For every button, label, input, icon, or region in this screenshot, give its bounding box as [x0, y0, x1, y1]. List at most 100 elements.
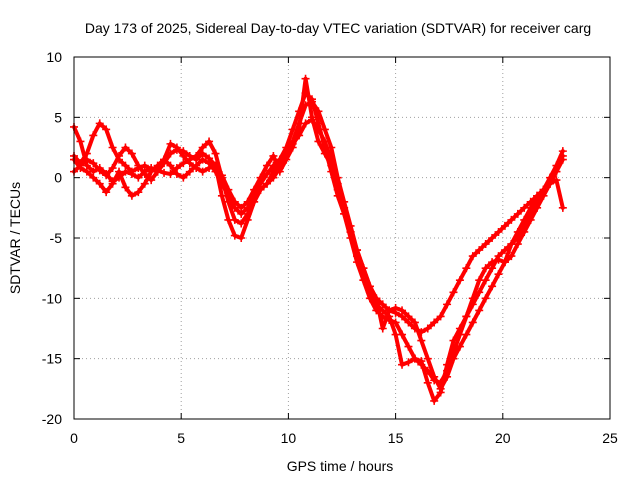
- data-point: [552, 161, 561, 170]
- data-point: [314, 137, 323, 146]
- data-point: [76, 137, 85, 146]
- data-point: [115, 151, 124, 160]
- data-point: [237, 234, 246, 242]
- data-point: [481, 264, 490, 273]
- data-point: [172, 143, 181, 152]
- data-point: [166, 139, 175, 148]
- y-axis-label: SDTVAR / TECUs: [7, 182, 23, 294]
- data-point: [468, 294, 477, 303]
- data-point: [179, 151, 188, 160]
- data-point: [224, 185, 233, 194]
- data-point: [507, 215, 516, 224]
- data-point: [134, 173, 143, 182]
- data-point: [230, 197, 239, 206]
- data-point: [449, 288, 458, 297]
- data-point: [378, 306, 387, 315]
- x-tick-label: 10: [281, 430, 297, 446]
- data-point: [462, 264, 471, 273]
- x-tick-label: 5: [177, 430, 185, 446]
- data-point: [160, 168, 169, 177]
- chart-title: Day 173 of 2025, Sidereal Day-to-day VTE…: [85, 20, 591, 36]
- data-point: [539, 185, 548, 194]
- data-point: [198, 143, 207, 152]
- data-point: [462, 312, 471, 321]
- data-point: [500, 221, 509, 230]
- data-point: [494, 227, 503, 236]
- data-point: [205, 137, 214, 146]
- data-point: [230, 231, 239, 240]
- data-point: [127, 191, 136, 200]
- data-point: [166, 161, 175, 170]
- data-point: [140, 179, 149, 188]
- x-tick-label: 25: [602, 430, 618, 446]
- data-point: [230, 215, 239, 224]
- data-point: [340, 209, 349, 218]
- data-point: [250, 185, 259, 194]
- data-point: [205, 164, 214, 173]
- data-point: [417, 336, 426, 345]
- data-point: [552, 176, 561, 185]
- data-point: [269, 173, 278, 182]
- data-point: [134, 188, 143, 197]
- data-point: [256, 173, 265, 182]
- y-tick-label: 0: [54, 170, 62, 186]
- data-point: [443, 360, 452, 369]
- data-point: [282, 155, 291, 164]
- data-point: [108, 179, 117, 188]
- data-point: [436, 312, 445, 321]
- data-point: [417, 357, 426, 366]
- data-point: [262, 161, 271, 170]
- data-point: [507, 240, 516, 249]
- data-point: [192, 151, 201, 160]
- data-point: [243, 197, 252, 206]
- x-tick-label: 0: [70, 430, 78, 446]
- data-point: [95, 119, 104, 128]
- data-point: [301, 119, 310, 128]
- data-point: [385, 312, 394, 321]
- data-point: [95, 166, 104, 175]
- data-point: [443, 300, 452, 309]
- data-point: [198, 167, 207, 176]
- data-point: [185, 167, 194, 176]
- data-point: [488, 258, 497, 267]
- data-point: [295, 125, 304, 134]
- y-tick-label: -10: [42, 290, 62, 306]
- data-point: [269, 151, 278, 160]
- data-point: [102, 188, 111, 197]
- axis-ticks: 0 5 10 15 20 25 -20 -15 -10 -5 0 5 10: [42, 49, 618, 446]
- data-point: [179, 173, 188, 182]
- y-tick-label: -20: [42, 411, 62, 427]
- data-point: [475, 306, 484, 315]
- data-point: [468, 318, 477, 327]
- data-point: [172, 170, 181, 179]
- data-point: [545, 179, 554, 188]
- data-point: [121, 183, 130, 192]
- y-tick-label: 10: [46, 49, 62, 65]
- x-axis-label: GPS time / hours: [287, 458, 394, 474]
- data-point: [275, 167, 284, 176]
- data-point: [404, 358, 413, 367]
- data-point: [398, 360, 407, 369]
- data-point: [423, 378, 432, 387]
- data-series: [70, 74, 567, 405]
- data-point: [513, 209, 522, 218]
- data-point: [211, 161, 220, 170]
- data-point: [468, 252, 477, 261]
- data-point: [76, 161, 85, 170]
- x-tick-label: 20: [495, 430, 511, 446]
- x-tick-label: 15: [388, 430, 404, 446]
- data-point: [430, 318, 439, 327]
- data-point: [391, 330, 400, 339]
- data-point: [198, 155, 207, 164]
- y-tick-label: 5: [54, 109, 62, 125]
- data-point: [410, 354, 419, 363]
- data-point: [430, 396, 439, 405]
- data-point: [410, 318, 419, 327]
- data-point: [558, 203, 567, 212]
- data-point: [423, 324, 432, 333]
- data-point: [82, 167, 91, 176]
- data-point: [95, 179, 104, 188]
- data-point: [346, 234, 355, 242]
